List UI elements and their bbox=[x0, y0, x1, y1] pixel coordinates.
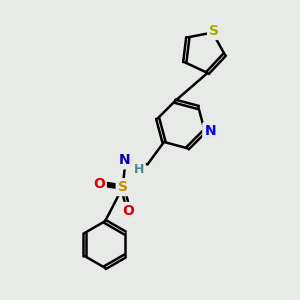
Text: O: O bbox=[93, 177, 105, 191]
Text: S: S bbox=[118, 180, 128, 194]
Text: H: H bbox=[134, 163, 144, 176]
Text: O: O bbox=[123, 204, 134, 218]
Text: N: N bbox=[119, 153, 130, 167]
Text: S: S bbox=[209, 24, 219, 38]
Text: N: N bbox=[204, 124, 216, 138]
